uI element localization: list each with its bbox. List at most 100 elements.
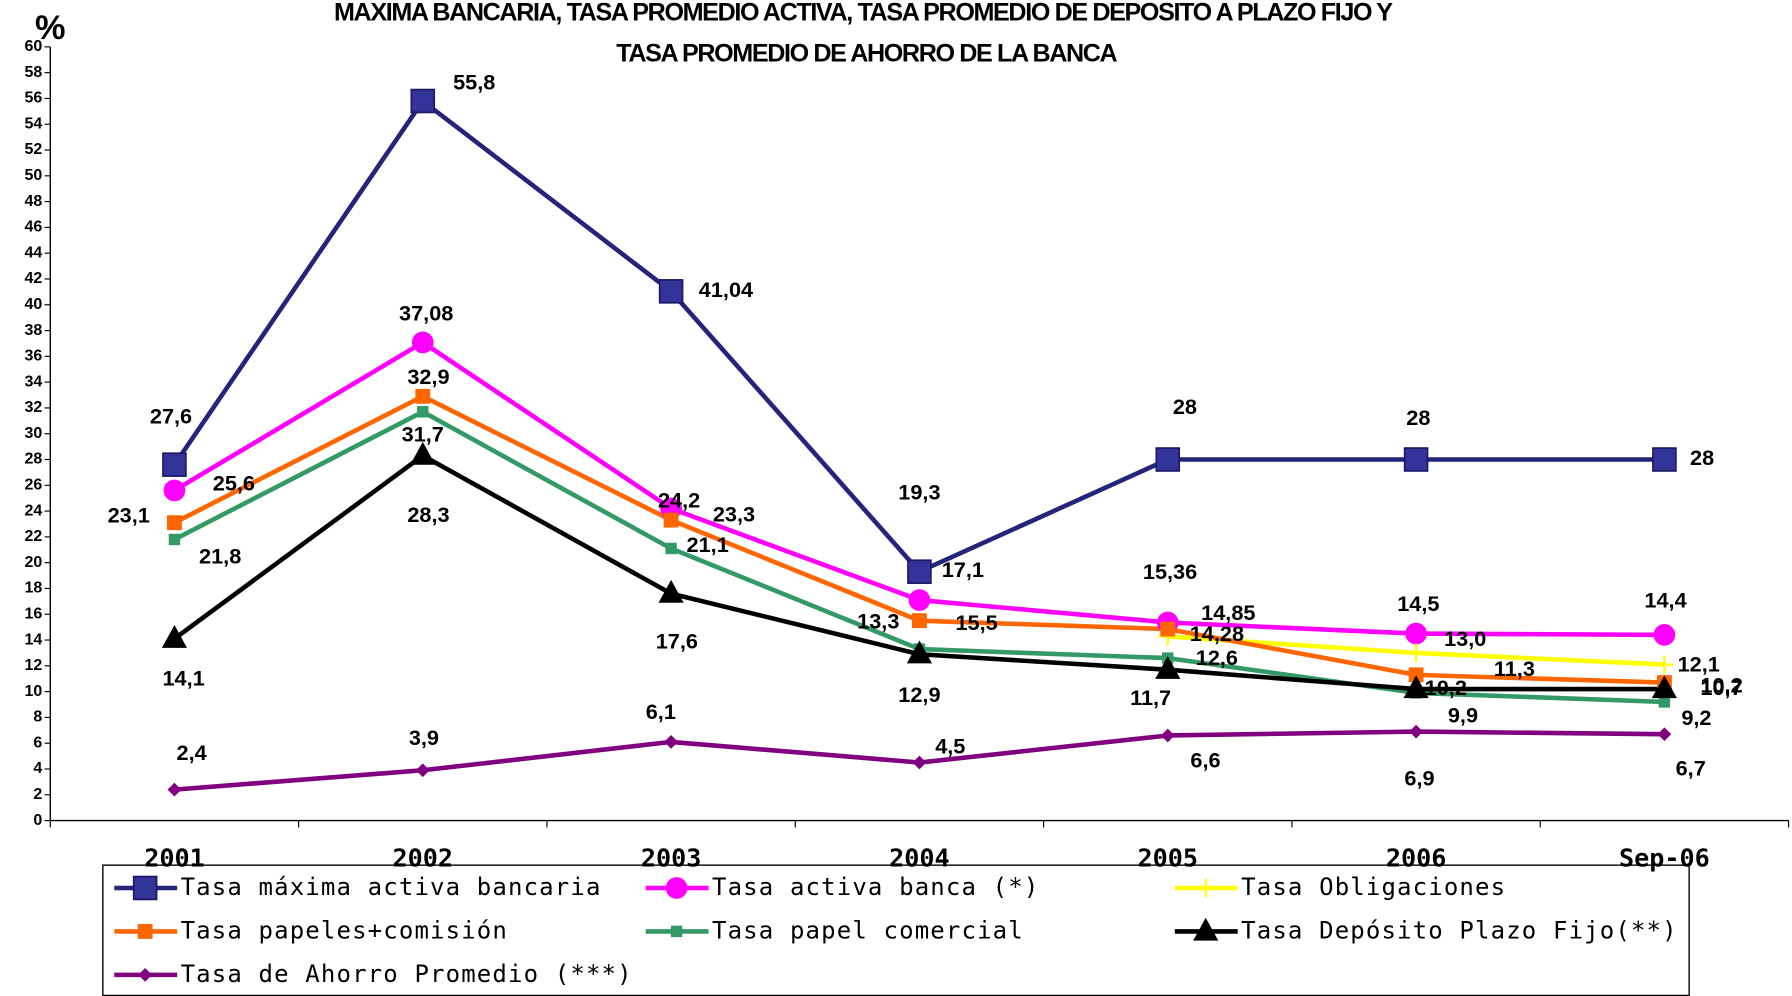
legend-box	[102, 864, 1690, 996]
data-point	[410, 88, 436, 114]
y-tick-label: 38	[24, 322, 42, 339]
y-tick-label: 2	[33, 786, 42, 803]
data-label: 11,7	[1130, 685, 1171, 710]
y-tick-label: 30	[24, 425, 42, 442]
data-label: 23,3	[713, 501, 755, 526]
x-tick-label: 2002	[393, 843, 454, 872]
x-tick-label: 2004	[889, 843, 950, 872]
legend-label: Tasa de Ahorro Promedio (***)	[181, 960, 633, 988]
data-label: 28,3	[407, 502, 449, 527]
data-point	[1409, 724, 1423, 739]
data-point	[1160, 728, 1175, 743]
y-tick-label: 20	[24, 554, 42, 571]
y-tick-label: 4	[33, 760, 42, 777]
y-tick-label: 36	[24, 348, 42, 365]
legend-label: Tasa Depósito Plazo Fijo(**)	[1241, 916, 1678, 944]
y-tick-label: 46	[24, 219, 42, 236]
data-point	[1403, 447, 1429, 472]
data-label: 24,2	[658, 487, 700, 512]
y-tick-label: 10	[24, 683, 42, 700]
legend-label: Tasa Obligaciones	[1241, 873, 1506, 901]
data-point	[664, 735, 678, 749]
data-label: 14,1	[162, 666, 204, 691]
data-point	[1655, 655, 1674, 674]
y-tick-label: 58	[24, 64, 42, 81]
data-label: 17,1	[942, 557, 984, 582]
data-label: 10,2	[1700, 672, 1742, 697]
data-label: 13,3	[857, 609, 899, 634]
y-tick-label: 50	[24, 167, 42, 184]
data-label: 23,1	[108, 503, 150, 528]
data-label: 32,9	[407, 364, 449, 389]
data-point	[907, 559, 932, 584]
data-point	[906, 640, 932, 664]
data-point	[1405, 622, 1427, 645]
y-tick-label: 34	[24, 373, 42, 390]
y-tick-label: 28	[24, 451, 42, 468]
legend-marker	[137, 924, 153, 939]
data-label: 15,5	[955, 610, 997, 635]
y-tick-label: 22	[24, 528, 42, 545]
legend-label: Tasa activa banca (*)	[712, 873, 1039, 901]
legend-label: Tasa papeles+comisión	[181, 916, 508, 944]
data-label: 55,8	[453, 70, 495, 95]
data-point	[162, 452, 187, 477]
data-label: 12,6	[1196, 645, 1238, 670]
legend-marker	[665, 877, 688, 899]
legend-marker	[670, 925, 683, 938]
y-tick-label: 18	[24, 580, 42, 597]
y-tick-label: 54	[24, 115, 42, 132]
legend-marker	[138, 968, 152, 982]
data-point	[658, 579, 684, 603]
data-point	[167, 782, 182, 797]
data-point	[1155, 447, 1181, 472]
data-label: 28	[1173, 394, 1197, 419]
data-label: 21,1	[687, 532, 729, 557]
y-tick-label: 6	[33, 734, 42, 751]
data-label: 9,9	[1448, 703, 1478, 728]
data-point	[167, 515, 182, 531]
data-label: 12,1	[1678, 651, 1720, 676]
data-point	[415, 763, 430, 778]
y-tick-label: 40	[24, 296, 42, 313]
data-point	[1155, 655, 1181, 679]
data-label: 6,9	[1404, 765, 1434, 790]
data-label: 15,36	[1143, 559, 1197, 584]
data-label: 41,04	[699, 277, 753, 302]
data-label: 2,4	[177, 740, 207, 765]
data-point	[1651, 675, 1677, 699]
data-label: 14,5	[1397, 591, 1439, 616]
data-label: 37,08	[399, 301, 453, 326]
data-point	[1406, 643, 1426, 663]
y-tick-label: 42	[24, 270, 42, 287]
data-point	[410, 441, 436, 465]
y-tick-label: 32	[24, 399, 42, 416]
y-tick-label: 16	[24, 605, 42, 622]
data-point	[663, 512, 679, 528]
chart-title: MAXIMA BANCARIA, TASA PROMEDIO ACTIVA, T…	[334, 0, 1393, 26]
legend-label: Tasa papel comercial	[712, 916, 1024, 944]
y-tick-label: 24	[24, 502, 42, 519]
y-tick-label: 48	[24, 193, 42, 210]
data-point	[1657, 727, 1672, 742]
y-tick-label: 12	[24, 657, 42, 674]
legend-marker	[1193, 917, 1219, 941]
data-label: 31,7	[402, 422, 444, 447]
data-label: 27,6	[150, 404, 192, 429]
data-label: 3,9	[409, 725, 439, 750]
data-label: 28	[1406, 405, 1430, 430]
legend-marker	[132, 875, 158, 901]
x-tick-label: 2006	[1386, 843, 1447, 872]
data-label: 19,3	[898, 480, 940, 505]
chart-title: TASA PROMEDIO DE AHORRO DE LA BANCA	[616, 39, 1117, 67]
y-tick-label: 14	[24, 631, 42, 648]
x-tick-label: 2005	[1137, 843, 1198, 872]
data-label: 17,6	[656, 628, 698, 653]
data-label: 14,85	[1201, 600, 1255, 625]
data-point	[417, 406, 429, 418]
data-label: 14,28	[1190, 621, 1244, 646]
legend-marker	[1196, 878, 1215, 898]
data-label: 11,3	[1494, 656, 1535, 681]
data-point	[1160, 621, 1176, 637]
